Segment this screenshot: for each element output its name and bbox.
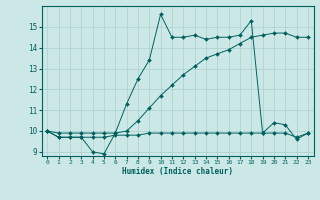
X-axis label: Humidex (Indice chaleur): Humidex (Indice chaleur) xyxy=(122,167,233,176)
